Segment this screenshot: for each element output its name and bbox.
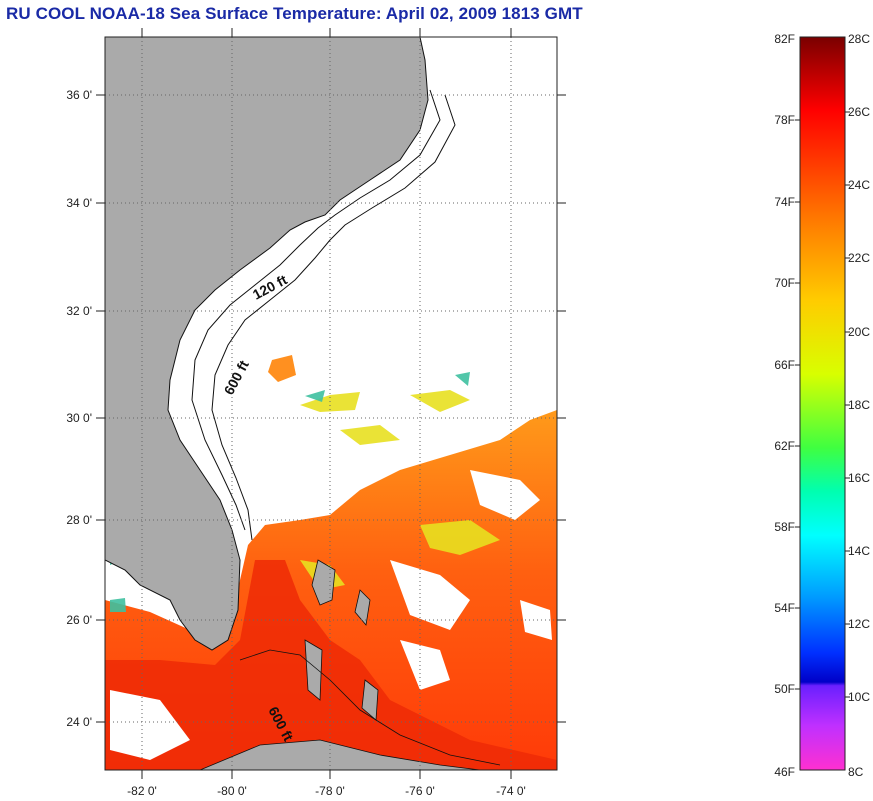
cloud-holes (110, 470, 552, 760)
lat-label-36: 36 0' (66, 88, 92, 102)
map-title: RU COOL NOAA-18 Sea Surface Temperature:… (6, 4, 583, 23)
contour-600ft-south (239, 649, 501, 766)
lat-label-26: 26 0' (66, 613, 92, 627)
land-bahamas (304, 559, 379, 721)
lon-label-80: -80 0' (217, 784, 247, 798)
sst-hot-region (105, 560, 557, 770)
sst-small-patch (268, 355, 296, 382)
lat-label-34: 34 0' (66, 196, 92, 210)
map-frame (104, 36, 558, 771)
lat-label-24: 24 0' (66, 715, 92, 729)
lon-label-82: -82 0' (127, 784, 157, 798)
lat-label-32: 32 0' (66, 304, 92, 318)
graticule (105, 37, 557, 770)
lon-label-74: -74 0' (496, 784, 526, 798)
lat-label-28: 28 0' (66, 513, 92, 527)
contour-600ft (211, 94, 456, 541)
lon-label-76: -76 0' (405, 784, 435, 798)
lon-label-78: -78 0' (315, 784, 345, 798)
lat-label-30: 30 0' (66, 411, 92, 425)
land-cuba (199, 739, 481, 770)
land-southeast-us (105, 37, 429, 651)
contour-120ft (191, 89, 441, 531)
sst-front-filaments (300, 390, 500, 590)
tick-marks (96, 28, 566, 779)
